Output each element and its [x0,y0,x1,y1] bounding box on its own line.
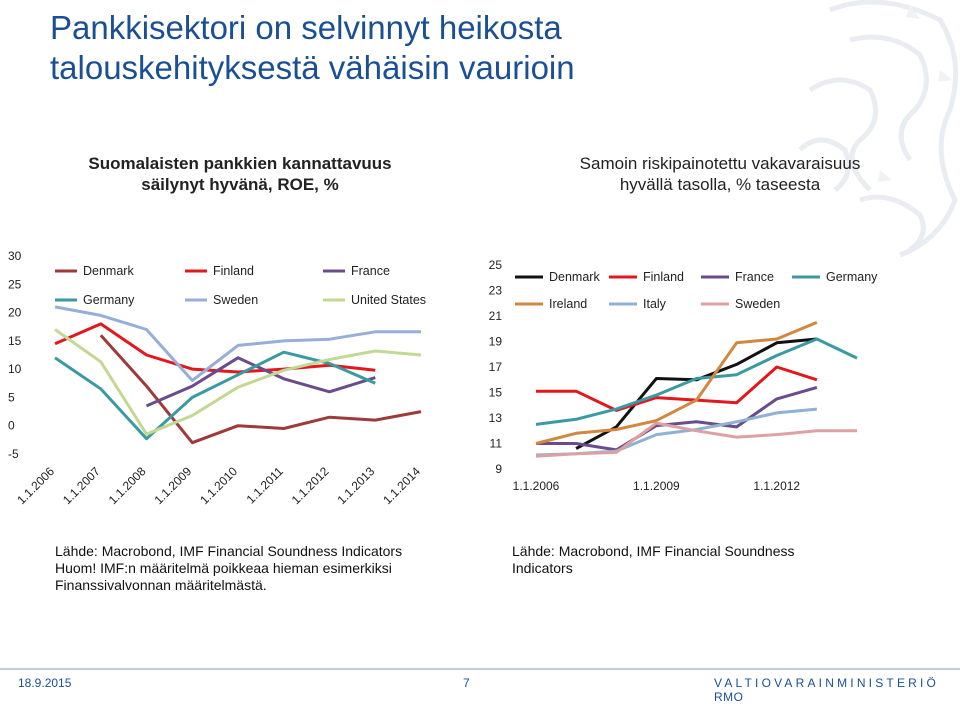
x-tick-label-0-6: 1.1.2012 [289,464,332,507]
x-tick-label-1-1: 1.1.2009 [633,479,680,493]
y-tick-label-0-25: 25 [8,277,22,291]
y-tick-label-1-19: 19 [489,335,503,349]
y-tick-label-1-17: 17 [489,360,503,374]
x-tick-label-0-8: 1.1.2014 [380,464,423,507]
right-source-note: Lähde: Macrobond, IMF Financial Soundnes… [512,543,842,577]
y-tick-label-1-13: 13 [489,411,503,425]
legend-label-0-germany: Germany [83,293,135,307]
right-note-line2: Indicators [512,560,573,576]
series-line-1-sweden [535,421,857,458]
footer-page-number: 7 [463,676,470,690]
left-source-note: Lähde: Macrobond, IMF Financial Soundnes… [55,543,455,594]
right-chart-title-line1: Samoin riskipainotettu vakavaraisuus [579,154,861,173]
left-note-line3: Finanssivalvonnan määritelmästä. [55,577,267,593]
left-note-line2: Huom! IMF:n määritelmä poikkeaa hieman e… [55,560,392,576]
x-tick-label-0-1: 1.1.2007 [60,464,103,507]
series-line-0-denmark [99,334,422,445]
legend-label-1-france: France [735,270,774,284]
y-tick-label-0-20: 20 [8,306,22,320]
slide-title-line1: Pankkisektori on selvinnyt heikosta [50,9,562,46]
x-tick-label-0-7: 1.1.2013 [334,464,377,507]
lion-emblem-icon [798,0,959,258]
y-tick-label-0-10: 10 [8,362,22,376]
y-tick-label-1-9: 9 [495,462,502,476]
right-chart-title-line2: hyvällä tasolla, % taseesta [619,175,821,194]
y-tick-label-0-30: 30 [8,249,22,263]
series-line-1-france [536,385,818,452]
left-chart-title-line2: säilynyt hyvänä, ROE, % [141,175,339,194]
legend-label-0-denmark: Denmark [83,264,134,278]
x-tick-label-0-3: 1.1.2009 [151,464,194,507]
x-tick-label-0-5: 1.1.2011 [244,464,287,507]
legend-label-1-ireland: Ireland [549,297,587,311]
y-tick-label-0-0: 0 [8,419,15,433]
x-tick-label-0-4: 1.1.2010 [197,464,240,507]
legend-label-1-denmark: Denmark [549,270,600,284]
y-tick-label-0-5: 5 [8,390,15,404]
y-tick-label-0-15: 15 [8,334,22,348]
footer-org-name: VALTIOVARAINMINISTERIÖ [714,676,940,690]
x-tick-label-1-2: 1.1.2012 [753,479,800,493]
y-tick-label-1-15: 15 [489,386,503,400]
left-chart-title: Suomalaisten pankkien kannattavuus säily… [40,153,440,195]
legend-label-1-germany: Germany [826,270,878,284]
series-line-1-finland [536,365,818,412]
left-note-line1: Lähde: Macrobond, IMF Financial Soundnes… [55,543,403,559]
series-line-1-germany [535,337,858,426]
right-chart-title: Samoin riskipainotettu vakavaraisuus hyv… [500,153,940,195]
y-tick-label-1-23: 23 [489,284,503,298]
slide-title-line2: talouskehityksestä vähäisin vaurioin [50,49,575,86]
y-tick-label-1-25: 25 [489,258,503,272]
legend-label-0-france: France [351,264,390,278]
x-tick-label-1-0: 1.1.2006 [513,479,560,493]
legend-label-1-italy: Italy [643,297,667,311]
y-tick-label-1-21: 21 [489,309,503,323]
footer-date: 18.9.2015 [18,676,72,690]
footer-org-suffix: RMO [714,690,744,704]
series-line-0-france [145,356,376,408]
y-tick-label-0-m5: -5 [8,447,19,461]
right-capital-chart: 9 11 13 15 17 19 21 23 25 1.1.2006 1.1.2009 1.1.201… [489,258,879,493]
legend-label-1-sweden: Sweden [735,297,780,311]
slide-title: Pankkisektori on selvinnyt heikosta talo… [50,8,750,88]
x-tick-label-0-2: 1.1.2008 [106,464,149,507]
legend-label-0-united-states: United States [351,293,426,307]
series-line-0-united-states [54,328,422,436]
left-chart-title-line1: Suomalaisten pankkien kannattavuus [88,154,392,173]
x-tick-label-0-0: 1.1.2006 [14,464,57,507]
y-tick-label-1-11: 11 [490,437,503,451]
footer-organization: VALTIOVARAINMINISTERIÖ RMO [714,676,960,704]
footer-divider [0,668,960,670]
series-line-0-sweden [54,305,421,382]
legend-label-0-sweden: Sweden [213,293,258,307]
right-note-line1: Lähde: Macrobond, IMF Financial Soundnes… [512,543,795,559]
legend-label-1-finland: Finland [643,270,684,284]
series-line-1-ireland [535,321,818,445]
legend-label-0-finland: Finland [213,264,254,278]
